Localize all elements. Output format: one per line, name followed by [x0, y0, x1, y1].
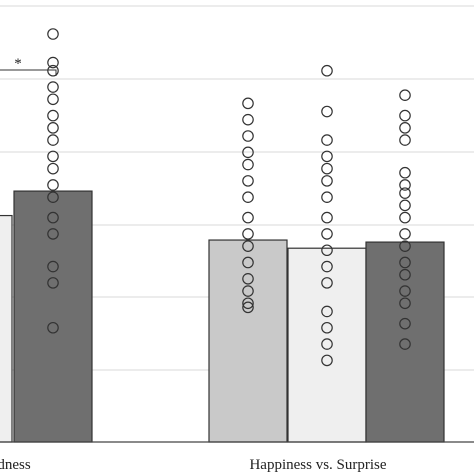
category-labels: dness Happiness vs. Surprise: [0, 457, 387, 473]
data-point: [242, 175, 254, 187]
data-point: [321, 244, 333, 257]
data-point: [47, 109, 59, 122]
data-point: [47, 191, 59, 203]
data-point: [242, 146, 254, 159]
data-point: [47, 228, 59, 240]
data-point: [399, 122, 411, 134]
data-point: [47, 122, 59, 134]
data-point: [242, 297, 254, 310]
data-point: [399, 109, 411, 122]
data-point: [242, 240, 254, 252]
data-point: [321, 305, 333, 318]
data-point: [399, 297, 411, 310]
data-point: [242, 285, 254, 297]
data-point: [399, 134, 411, 146]
data-point: [242, 228, 254, 240]
data-point: [321, 191, 333, 203]
significance-bracket: [0, 69, 57, 76]
data-point: [399, 256, 411, 269]
bars: [0, 190, 445, 443]
data-point: [321, 150, 333, 163]
data-points: [47, 28, 411, 367]
data-point: [399, 228, 411, 240]
data-point: [47, 28, 59, 40]
data-point: [242, 130, 254, 142]
bar: [0, 214, 13, 443]
data-point: [47, 150, 59, 163]
data-point: [47, 93, 59, 106]
significance-markers: *: [0, 56, 57, 76]
data-point: [399, 317, 411, 330]
data-point: [47, 277, 59, 289]
data-point: [47, 179, 59, 191]
data-point: [399, 199, 411, 212]
data-point: [242, 97, 254, 110]
data-point: [47, 56, 59, 69]
data-point: [47, 211, 59, 224]
data-point: [242, 113, 254, 126]
data-point: [321, 260, 333, 273]
data-point: [321, 277, 333, 289]
data-point: [321, 64, 333, 77]
data-point: [321, 321, 333, 334]
data-point: [399, 179, 411, 191]
data-point: [321, 134, 333, 146]
category-label: Happiness vs. Surprise: [249, 457, 386, 473]
significance-label: *: [14, 56, 22, 72]
data-point: [399, 187, 411, 199]
data-point: [321, 211, 333, 224]
data-point: [47, 64, 59, 77]
data-point: [47, 162, 59, 175]
data-point: [242, 191, 254, 203]
data-point: [242, 272, 254, 285]
data-point: [399, 211, 411, 224]
data-point: [321, 338, 333, 350]
category-label: dness: [0, 457, 31, 473]
data-point: [47, 134, 59, 146]
data-point: [321, 162, 333, 175]
data-point: [399, 166, 411, 179]
data-point: [399, 268, 411, 281]
bar: [208, 239, 288, 443]
data-point: [321, 354, 333, 367]
data-point: [242, 301, 254, 314]
data-point: [242, 211, 254, 224]
data-point: [399, 338, 411, 350]
data-point: [399, 240, 411, 252]
data-point: [242, 256, 254, 269]
data-point: [47, 81, 59, 93]
bar: [13, 190, 93, 443]
data-point: [47, 321, 59, 334]
data-point: [242, 158, 254, 171]
bar: [365, 241, 445, 443]
data-point: [321, 105, 333, 118]
data-point: [47, 260, 59, 273]
data-point: [321, 228, 333, 240]
data-point: [399, 89, 411, 101]
data-point: [321, 175, 333, 187]
data-point: [399, 285, 411, 297]
